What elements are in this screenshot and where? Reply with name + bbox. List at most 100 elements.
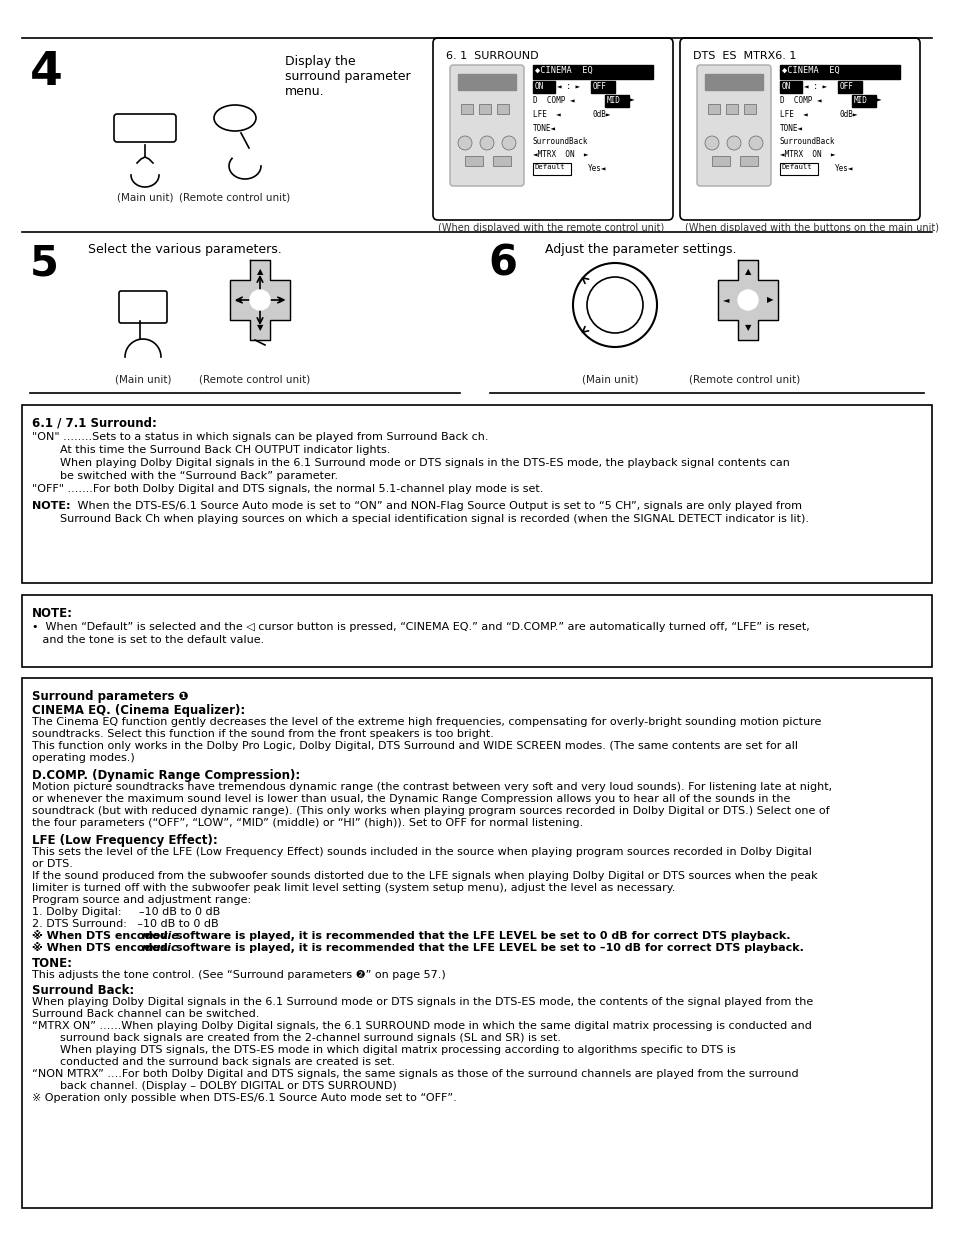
Bar <box>497 104 509 114</box>
Text: software is played, it is recommended that the LFE LEVEL be set to 0 dB for corr: software is played, it is recommended th… <box>172 931 790 941</box>
Text: Select the various parameters.: Select the various parameters. <box>88 242 281 256</box>
Bar <box>851 95 875 106</box>
Text: (Main unit): (Main unit) <box>581 375 638 385</box>
FancyBboxPatch shape <box>113 114 175 142</box>
Text: OFF: OFF <box>593 82 606 92</box>
Text: D  COMP ◄: D COMP ◄ <box>533 96 574 105</box>
Text: Default: Default <box>535 165 565 169</box>
Text: (Remote control unit): (Remote control unit) <box>689 375 800 385</box>
Bar <box>533 163 571 174</box>
Text: Motion picture soundtracks have tremendous dynamic range (the contrast between v: Motion picture soundtracks have tremendo… <box>32 782 831 792</box>
Circle shape <box>586 277 642 333</box>
Text: Program source and adjustment range:: Program source and adjustment range: <box>32 896 251 905</box>
Text: TONE◄: TONE◄ <box>533 124 556 134</box>
Bar <box>740 156 758 166</box>
Text: Default: Default <box>781 165 812 169</box>
FancyBboxPatch shape <box>679 38 919 220</box>
Text: Surround Back:: Surround Back: <box>32 983 134 997</box>
Text: 0dB►: 0dB► <box>840 110 858 119</box>
Text: operating modes.): operating modes.) <box>32 753 134 763</box>
Bar <box>743 104 755 114</box>
Bar <box>780 80 801 93</box>
Text: MID: MID <box>853 96 867 105</box>
Text: DTS  ES  MTRX6. 1: DTS ES MTRX6. 1 <box>692 51 796 61</box>
Text: ►: ► <box>876 96 881 105</box>
Text: “NON MTRX” ....For both Dolby Digital and DTS signals, the same signals as those: “NON MTRX” ....For both Dolby Digital an… <box>32 1069 798 1079</box>
Text: ※ Operation only possible when DTS-ES/6.1 Source Auto mode set to “OFF”.: ※ Operation only possible when DTS-ES/6.… <box>32 1094 456 1103</box>
Text: 2. DTS Surround:   –10 dB to 0 dB: 2. DTS Surround: –10 dB to 0 dB <box>32 919 218 929</box>
Bar <box>604 95 628 106</box>
Text: or DTS.: or DTS. <box>32 858 72 870</box>
Text: SurroundBack: SurroundBack <box>533 137 588 146</box>
Text: movie: movie <box>142 931 180 941</box>
Text: ▲: ▲ <box>744 267 750 277</box>
Text: be switched with the “Surround Back” parameter.: be switched with the “Surround Back” par… <box>32 471 337 481</box>
Text: ◄MTRX  ON  ►: ◄MTRX ON ► <box>533 150 588 160</box>
Circle shape <box>250 289 270 310</box>
Text: ▲: ▲ <box>256 267 263 277</box>
Text: ▼: ▼ <box>744 324 750 333</box>
Text: the four parameters (“OFF”, “LOW”, “MID” (middle) or “HI” (high)). Set to OFF fo: the four parameters (“OFF”, “LOW”, “MID”… <box>32 818 582 828</box>
Text: (Remote control unit): (Remote control unit) <box>199 375 311 385</box>
Text: Adjust the parameter settings.: Adjust the parameter settings. <box>544 242 736 256</box>
Ellipse shape <box>213 105 255 131</box>
Text: ▼: ▼ <box>256 324 263 333</box>
Text: (When displayed with the buttons on the main unit): (When displayed with the buttons on the … <box>684 223 938 233</box>
Bar <box>22 678 931 1209</box>
Bar <box>780 66 899 79</box>
Text: The Cinema EQ function gently decreases the level of the extreme high frequencie: The Cinema EQ function gently decreases … <box>32 717 821 727</box>
Text: When playing Dolby Digital signals in the 6.1 Surround mode or DTS signals in th: When playing Dolby Digital signals in th… <box>32 458 789 468</box>
Text: 5: 5 <box>30 242 59 285</box>
Bar <box>460 104 473 114</box>
Text: If the sound produced from the subwoofer sounds distorted due to the LFE signals: If the sound produced from the subwoofer… <box>32 871 817 881</box>
Text: 0dB►: 0dB► <box>593 110 611 119</box>
Bar <box>493 156 511 166</box>
Text: When playing DTS signals, the DTS-ES mode in which digital matrix processing acc: When playing DTS signals, the DTS-ES mod… <box>32 1045 735 1055</box>
Bar <box>711 156 729 166</box>
Text: D.COMP. (Dynamic Range Compression):: D.COMP. (Dynamic Range Compression): <box>32 769 300 782</box>
Text: CINEMA EQ. (Cinema Equalizer):: CINEMA EQ. (Cinema Equalizer): <box>32 704 245 717</box>
Text: Display the
surround parameter
menu.: Display the surround parameter menu. <box>285 54 410 98</box>
Text: This adjusts the tone control. (See “Surround parameters ❷” on page 57.): This adjusts the tone control. (See “Sur… <box>32 970 445 980</box>
FancyBboxPatch shape <box>450 66 523 186</box>
Text: Yes◄: Yes◄ <box>834 165 853 173</box>
Circle shape <box>748 136 762 150</box>
Text: When the DTS-ES/6.1 Source Auto mode is set to “ON” and NON-Flag Source Output i: When the DTS-ES/6.1 Source Auto mode is … <box>74 501 801 511</box>
Text: Surround Back Ch when playing sources on which a special identification signal i: Surround Back Ch when playing sources on… <box>32 515 808 524</box>
Text: "OFF" .......For both Dolby Digital and DTS signals, the normal 5.1-channel play: "OFF" .......For both Dolby Digital and … <box>32 484 543 494</box>
Text: ON: ON <box>781 82 790 92</box>
Text: back channel. (Display – DOLBY DIGITAL or DTS SURROUND): back channel. (Display – DOLBY DIGITAL o… <box>32 1081 396 1091</box>
Text: ◆CINEMA  EQ: ◆CINEMA EQ <box>535 66 592 75</box>
Text: ◄MTRX  ON  ►: ◄MTRX ON ► <box>780 150 835 160</box>
Bar <box>22 595 931 667</box>
Text: 4: 4 <box>30 49 63 95</box>
Text: NOTE:: NOTE: <box>32 607 73 620</box>
Text: SurroundBack: SurroundBack <box>780 137 835 146</box>
Circle shape <box>726 136 740 150</box>
Bar <box>464 156 482 166</box>
Text: “MTRX ON” ......When playing Dolby Digital signals, the 6.1 SURROUND mode in whi: “MTRX ON” ......When playing Dolby Digit… <box>32 1021 811 1030</box>
Text: NOTE:: NOTE: <box>32 501 71 511</box>
Text: surround back signals are created from the 2-channel surround signals (SL and SR: surround back signals are created from t… <box>32 1033 560 1043</box>
Bar <box>725 104 738 114</box>
Text: conducted and the surround back signals are created is set.: conducted and the surround back signals … <box>32 1056 395 1068</box>
Text: LFE (Low Frequency Effect):: LFE (Low Frequency Effect): <box>32 834 217 847</box>
FancyBboxPatch shape <box>433 38 672 220</box>
Text: ▶: ▶ <box>278 296 285 304</box>
Text: ◄ : ►: ◄ : ► <box>803 82 826 92</box>
Circle shape <box>573 263 657 348</box>
Text: Surround parameters ❶: Surround parameters ❶ <box>32 690 189 703</box>
Polygon shape <box>230 260 290 340</box>
Polygon shape <box>718 260 778 340</box>
Circle shape <box>738 289 758 310</box>
Text: ◄: ◄ <box>722 296 728 304</box>
Text: LFE  ◄: LFE ◄ <box>533 110 560 119</box>
Bar <box>837 80 862 93</box>
Text: •  When “Default” is selected and the ◁ cursor button is pressed, “CINEMA EQ.” a: • When “Default” is selected and the ◁ c… <box>32 622 809 632</box>
Text: (When displayed with the remote control unit): (When displayed with the remote control … <box>437 223 663 233</box>
Text: ※ When DTS encoded: ※ When DTS encoded <box>32 931 172 941</box>
Text: soundtrack (but with reduced dynamic range). (This only works when playing progr: soundtrack (but with reduced dynamic ran… <box>32 807 829 816</box>
Text: This sets the level of the LFE (Low Frequency Effect) sounds included in the sou: This sets the level of the LFE (Low Freq… <box>32 847 811 857</box>
Text: TONE:: TONE: <box>32 957 73 970</box>
Bar <box>478 104 491 114</box>
